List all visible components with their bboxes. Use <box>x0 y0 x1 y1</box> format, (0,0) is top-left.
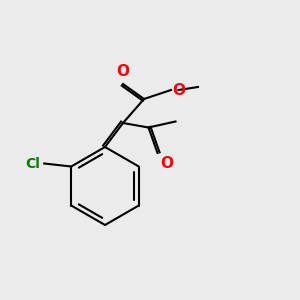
Text: Cl: Cl <box>25 157 40 170</box>
Text: O: O <box>172 82 185 98</box>
Text: O: O <box>160 156 173 171</box>
Text: O: O <box>116 64 130 80</box>
